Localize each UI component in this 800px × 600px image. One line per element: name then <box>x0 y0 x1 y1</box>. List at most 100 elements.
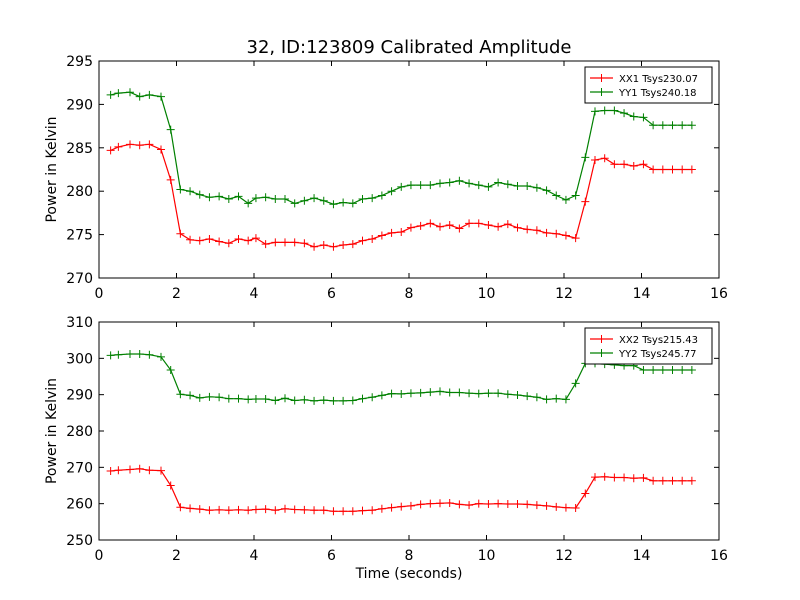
data-point <box>552 229 561 238</box>
data-point <box>474 389 483 398</box>
top-panel: 0 2 4 6 8 10 12 14 16 270 275 280 285 290 295 Power in … <box>44 54 728 302</box>
data-point <box>571 234 580 243</box>
data-point <box>271 195 280 204</box>
data-point <box>532 183 541 192</box>
data-point <box>494 499 503 508</box>
data-point <box>687 121 696 130</box>
data-point <box>329 396 338 405</box>
data-point <box>581 489 590 498</box>
data-point <box>145 140 154 149</box>
data-point <box>157 352 165 361</box>
data-point <box>552 191 561 200</box>
data-point <box>658 121 667 130</box>
y-tick-label: 250 <box>66 533 93 549</box>
data-point <box>561 195 570 204</box>
data-point <box>629 474 638 483</box>
data-point <box>224 394 233 403</box>
data-point <box>215 393 224 402</box>
legend-label: YY1 Tsys240.18 <box>618 88 697 99</box>
data-point <box>114 350 123 359</box>
data-point <box>406 501 415 510</box>
x-tick-label: 0 <box>95 548 104 564</box>
data-point <box>436 387 444 396</box>
y-tick-label: 270 <box>66 460 93 476</box>
data-point <box>426 181 435 190</box>
data-point <box>542 186 551 195</box>
data-point <box>436 499 444 508</box>
data-point <box>205 234 214 243</box>
data-point <box>523 225 532 234</box>
data-point <box>620 473 629 482</box>
data-point <box>387 187 396 196</box>
data-point <box>377 231 386 240</box>
x-tick-label: 6 <box>327 548 336 564</box>
data-point <box>251 395 260 404</box>
data-point <box>300 505 309 514</box>
y-tick-label: 270 <box>66 271 93 287</box>
data-point <box>629 162 638 171</box>
data-point <box>494 389 503 398</box>
data-point <box>176 390 185 399</box>
data-point <box>114 466 123 475</box>
data-point <box>610 473 619 482</box>
data-point <box>678 365 687 374</box>
x-tick-label: 12 <box>555 548 573 564</box>
data-point <box>135 349 144 358</box>
data-point <box>581 153 590 162</box>
data-point <box>484 221 493 230</box>
data-point <box>348 240 357 249</box>
data-point <box>251 194 260 203</box>
data-point <box>416 388 425 397</box>
data-point <box>542 395 551 404</box>
data-point <box>571 504 580 513</box>
plot-frame <box>98 321 720 541</box>
data-point <box>290 238 299 247</box>
data-point <box>678 476 687 485</box>
data-point <box>224 239 233 248</box>
data-point <box>290 199 299 208</box>
bottom-panel: 0 2 4 6 8 10 12 14 16 250 260 270 280 290 300 310 Power … <box>44 315 728 582</box>
data-point <box>339 241 348 250</box>
data-point <box>571 191 580 200</box>
data-point <box>600 106 609 115</box>
legend-marker <box>597 335 606 343</box>
data-point <box>145 350 154 359</box>
data-point <box>358 195 367 204</box>
data-point <box>310 194 319 203</box>
data-point <box>455 176 464 185</box>
data-point <box>310 242 319 251</box>
data-point <box>358 394 367 403</box>
data-point <box>649 121 658 130</box>
data-point <box>310 396 319 405</box>
data-point <box>513 500 522 509</box>
data-point <box>135 141 144 150</box>
data-point <box>145 90 154 99</box>
data-point <box>610 160 619 169</box>
data-point <box>474 219 483 228</box>
data-point <box>687 365 696 374</box>
data-point <box>126 465 134 474</box>
legend-box <box>584 66 713 104</box>
data-point <box>281 504 289 513</box>
legend-box <box>584 327 713 365</box>
x-tick-label: 10 <box>478 286 496 302</box>
data-point <box>561 231 570 240</box>
legend: XX2 Tsys215.43 YY2 Tsys245.77 <box>584 327 713 365</box>
data-point <box>591 155 599 164</box>
data-point <box>205 506 214 515</box>
data-point <box>368 234 377 243</box>
data-point <box>649 365 658 374</box>
data-point <box>629 112 638 121</box>
data-point <box>261 395 270 404</box>
legend-marker <box>597 349 606 357</box>
data-point <box>465 501 474 510</box>
y-tick-label: 290 <box>66 97 93 113</box>
data-point <box>532 393 541 402</box>
data-point <box>406 181 415 190</box>
data-point <box>503 390 512 399</box>
data-point <box>319 241 328 250</box>
y-axis-label: Power in Kelvin <box>44 378 60 484</box>
data-point <box>503 180 512 189</box>
legend-label: XX1 Tsys230.07 <box>619 74 698 85</box>
data-point <box>639 365 648 374</box>
